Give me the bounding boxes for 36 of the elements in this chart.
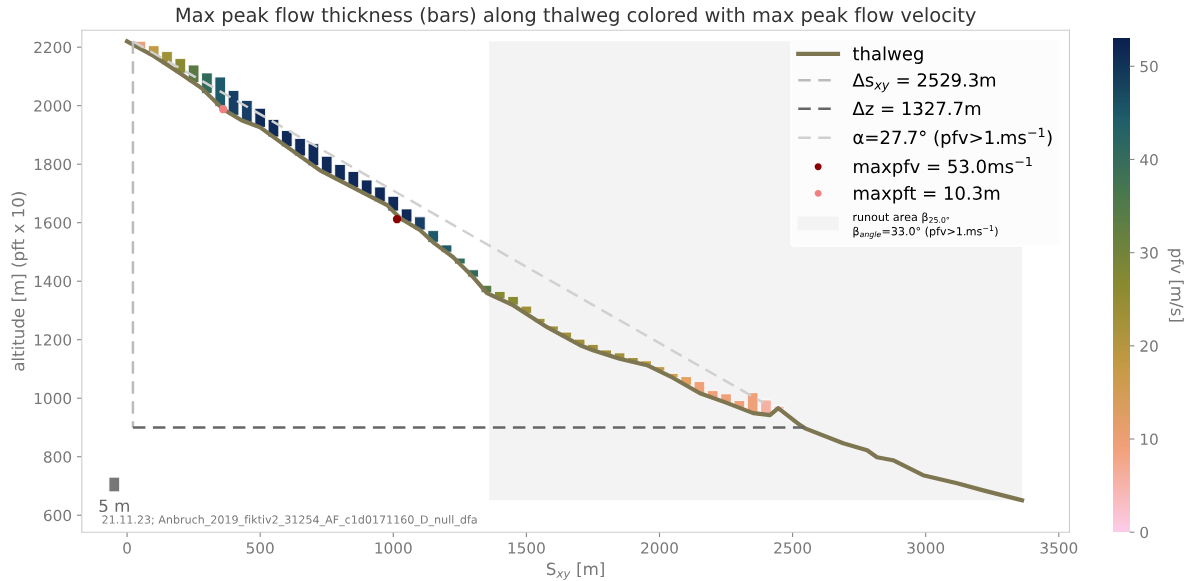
y-tick-label: 1200 [34, 334, 72, 346]
x-tick-label: 1500 [508, 542, 545, 554]
x-tick-label: 2500 [774, 542, 812, 554]
y-tick-label: 1400 [34, 275, 72, 288]
color-bar-label: 40 [1140, 153, 1158, 166]
annotation: 21.11.23; Anbruch_2019_fiktiv2_31254_AF_c1d0171160_D_null_dfa [102, 515, 477, 527]
x-tick-label: 2000 [641, 542, 678, 554]
y-axis-title: altitude [m] (pft x 10) [11, 192, 28, 371]
text: runout area β$_{25.0°}$ β$_{angle}$=33.0° (pfv>1.ms$^{−1}$) [853, 212, 998, 239]
legend-label: thalweg [852, 46, 923, 64]
x-axis-title: S$_{xy}$ [m] [546, 562, 604, 581]
x-tick-label: 3000 [907, 542, 945, 554]
y-tick-label: 1000 [34, 392, 72, 405]
x-tick-label: 1000 [375, 542, 412, 554]
color-bar-label: 20 [1140, 340, 1158, 352]
color-bar-label: 50 [1140, 60, 1158, 73]
legend-label: Δz = 1327.7m [852, 101, 981, 116]
y-tick-label: 2000 [34, 100, 72, 112]
color-bar-title: pfv [m/s] [1167, 249, 1184, 322]
legend-label: α=27.7° (pfv>1.ms$^{−1}$) [853, 127, 1052, 148]
x-tick-label: 3500 [1040, 542, 1078, 554]
y-tick-label: 600 [43, 509, 72, 522]
color-bar-label: 10 [1141, 433, 1158, 446]
y-tick-label: 800 [43, 451, 72, 463]
legend-label: maxpft = 10.3m [854, 185, 1000, 204]
y-tick-label: 2200 [34, 41, 72, 54]
y-tick-label: 1800 [34, 158, 72, 171]
chart-title: Max peak flow thickness (bars) along thalweg colored with max peak flow velocity [176, 7, 976, 26]
color-bar-label: 30 [1140, 247, 1158, 259]
legend-label: Δs$_{xy}$ = 2529.3m [852, 73, 996, 93]
y-tick-label: 1600 [34, 217, 72, 229]
color-bar-label: 0 [1140, 526, 1149, 539]
legend-label: maxpfv = 53.0ms$^{−1}$ [854, 156, 1032, 177]
x-tick-label: 0 [123, 542, 131, 554]
x-tick-label: 500 [246, 542, 274, 554]
annotation: 5 m [99, 499, 129, 513]
